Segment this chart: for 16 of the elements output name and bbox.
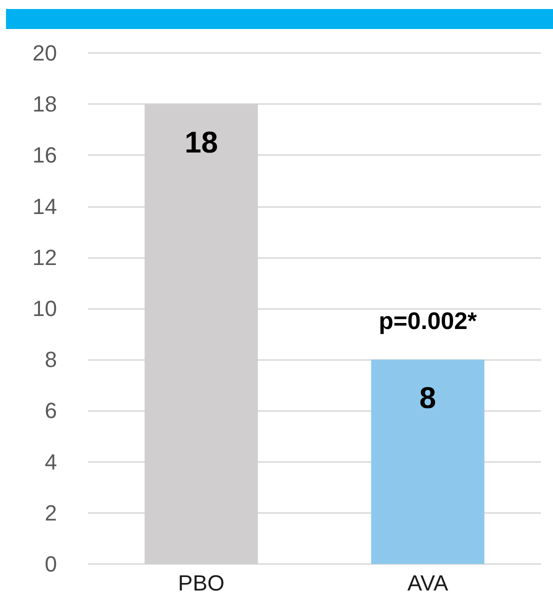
x-tick-label: AVA xyxy=(407,570,448,596)
y-tick-label: 14 xyxy=(32,194,57,219)
y-tick-label: 12 xyxy=(32,244,57,270)
y-tick-label: 0 xyxy=(44,552,57,576)
y-tick-label: 10 xyxy=(32,296,57,321)
y-tick-label: 2 xyxy=(44,500,57,526)
y-tick-label: 6 xyxy=(44,398,57,424)
x-tick-label: PBO xyxy=(178,570,224,596)
y-tick-label: 4 xyxy=(44,449,57,474)
y-tick-label: 18 xyxy=(32,92,57,117)
y-tick-label: 16 xyxy=(32,142,57,168)
annotation: p=0.002* xyxy=(378,308,478,336)
data-label: 18 xyxy=(184,126,218,160)
data-label: 8 xyxy=(419,382,436,416)
y-tick-label: 20 xyxy=(32,40,57,66)
y-tick-label: 8 xyxy=(44,347,57,372)
